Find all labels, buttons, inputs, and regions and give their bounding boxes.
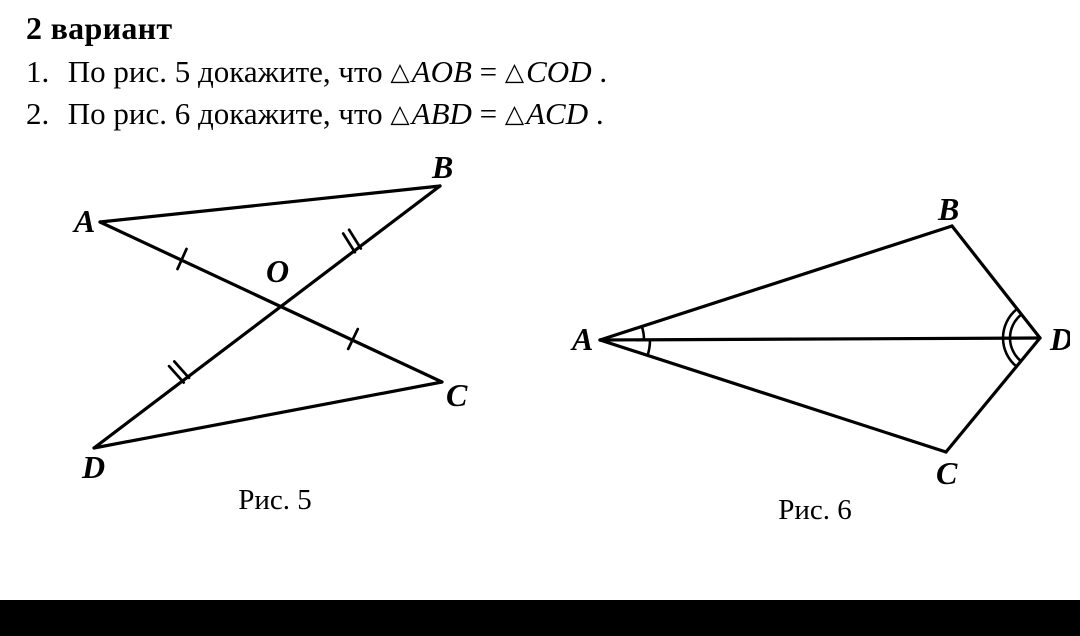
problem-1-tri1: AOB xyxy=(412,54,472,89)
problem-1: 1. По рис. 5 докажите, что △AOB = △COD . xyxy=(26,51,1060,93)
svg-text:O: O xyxy=(266,253,289,289)
problem-2: 2. По рис. 6 докажите, что △ABD = △ACD . xyxy=(26,93,1060,135)
variant-title: 2 вариант xyxy=(26,10,1060,47)
problem-1-tail: . xyxy=(599,54,607,89)
figure-6: A B C D Рис. 6 xyxy=(560,190,1070,527)
problem-2-tri1: ABD xyxy=(412,96,472,131)
triangle-icon: △ xyxy=(505,56,524,90)
figure-6-caption: Рис. 6 xyxy=(560,494,1070,527)
triangle-icon: △ xyxy=(390,98,409,132)
triangle-icon: △ xyxy=(505,98,524,132)
figure-5: A B C D O Рис. 5 xyxy=(40,150,510,517)
problem-2-num: 2. xyxy=(26,93,60,135)
svg-text:D: D xyxy=(1049,321,1070,357)
problem-1-tri2: COD xyxy=(526,54,591,89)
svg-text:B: B xyxy=(431,150,453,185)
svg-text:A: A xyxy=(72,203,95,239)
figure-5-caption: Рис. 5 xyxy=(40,484,510,517)
triangle-icon: △ xyxy=(390,56,409,90)
problem-1-prefix: По рис. 5 докажите, что xyxy=(68,54,391,89)
svg-text:D: D xyxy=(81,449,105,480)
problem-1-num: 1. xyxy=(26,51,60,93)
problem-2-tail: . xyxy=(596,96,604,131)
svg-text:A: A xyxy=(570,321,593,357)
svg-text:B: B xyxy=(937,191,959,227)
svg-text:C: C xyxy=(936,455,958,490)
svg-text:C: C xyxy=(446,377,468,413)
problem-text: 2 вариант 1. По рис. 5 докажите, что △AO… xyxy=(26,10,1060,135)
problem-1-eq: = xyxy=(480,54,505,89)
problem-2-eq: = xyxy=(480,96,505,131)
problem-2-prefix: По рис. 6 докажите, что xyxy=(68,96,391,131)
figure-6-svg: A B C D xyxy=(560,190,1070,490)
figure-5-svg: A B C D O xyxy=(40,150,510,480)
problem-2-tri2: ACD xyxy=(526,96,588,131)
